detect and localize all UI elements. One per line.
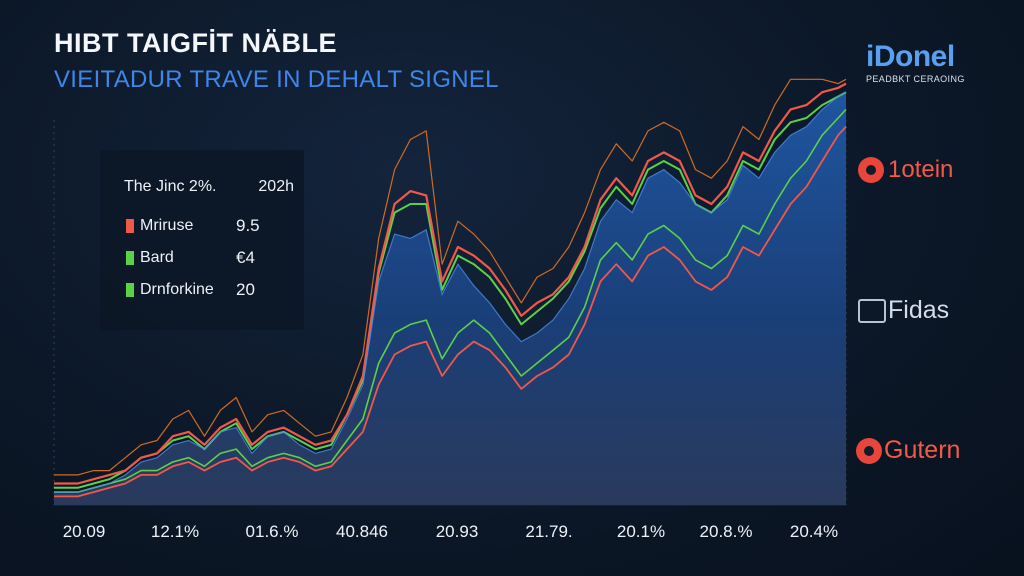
red-series-line [54,82,847,485]
legend-item-value: 20 [236,280,255,299]
brand-fidas: Fidas [858,296,949,325]
legend-item-label: Mriruse [140,217,194,234]
brand-idonel: iDonel PEADBKT CERAOING [866,40,965,85]
x-tick-label: 01.6.% [245,522,299,541]
brand-logo-icon [856,437,882,464]
legend-header: The Jinc 2%. 202h [124,178,294,196]
legend-swatch-red [126,219,134,233]
legend-swatch-green [126,283,134,297]
legend-item-label: Drnforkine [140,281,214,298]
orange-series-line [54,78,847,476]
x-tick-label: 20.8.% [699,522,753,541]
area-top-edge [54,91,847,493]
area-series [54,92,846,505]
legend-panel: The Jinc 2%. 202h Mriruse 9.5 Bard €4 Dr… [100,150,304,330]
legend-swatch-green [126,251,134,265]
legend-item: Drnforkine 20 [126,280,276,300]
x-tick-label: 40.846 [336,522,388,541]
x-tick-label: 20.09 [62,522,106,541]
brand-name: iDonel [866,40,955,73]
lower-green-series-line [54,108,847,493]
legend-item: Mriruse 9.5 [126,216,276,236]
green-series-line [54,91,847,489]
chart-title: HIBT TAIGFİT NÄBLE [54,28,337,58]
brand-1otein: 1otein [858,156,953,184]
legend-item-label: Bard [140,249,174,266]
brand-gutern: Gutern [856,436,960,465]
legend-header-value: 202h [258,178,294,195]
brand-name: Fidas [888,296,950,324]
lower-red-series-line [54,125,847,498]
legend-item-value: 9.5 [236,216,260,235]
legend-item-value: €4 [236,248,255,267]
brand-logo-icon [858,157,884,183]
brand-logo-icon [858,298,886,323]
chart-subtitle: VIEITADUR TRAVE IN DEHALT SIGNEL [54,66,499,93]
x-tick-label: 12.1% [150,522,200,541]
brand-name: Gutern [884,436,961,464]
brand-tagline: PEADBKT CERAOING [866,74,965,84]
x-tick-label: 21.79. [525,522,573,541]
x-tick-label: 20.1% [616,522,666,541]
x-tick-label: 20.93 [435,522,479,541]
x-tick-label: 20.4% [789,522,839,541]
legend-header-label: The Jinc 2%. [124,178,217,195]
brand-name: 1otein [888,156,954,183]
legend-item: Bard €4 [126,248,276,268]
